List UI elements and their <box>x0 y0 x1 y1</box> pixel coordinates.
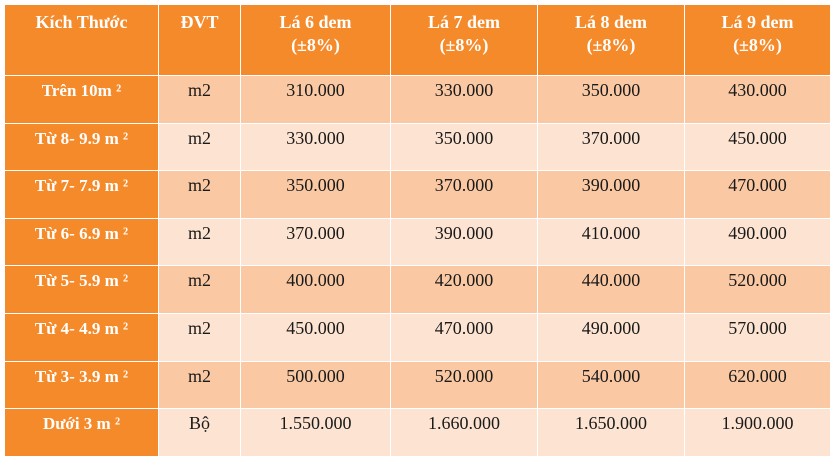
price-cell: 440.000 <box>537 265 685 314</box>
row-size-label: Từ 5- 5.9 m ² <box>4 265 159 314</box>
row-size-label: Từ 6- 6.9 m ² <box>4 217 159 267</box>
price-cell: 470.000 <box>390 312 538 362</box>
price-cell: 1.550.000 <box>240 408 391 457</box>
price-cell: 350.000 <box>390 122 538 172</box>
header-col-2-line1: Lá 7 dem <box>428 12 500 32</box>
price-cell: 310.000 <box>240 75 391 124</box>
header-col-3-line2: (±8%) <box>586 35 636 55</box>
header-col-1-line2: (±8%) <box>291 35 340 55</box>
table-row: Từ 5- 5.9 m ² m2 400.000 420.000 440.000… <box>4 265 831 314</box>
price-cell: 390.000 <box>390 217 538 267</box>
price-cell: 490.000 <box>684 217 831 267</box>
row-size-label: Từ 3- 3.9 m ² <box>4 360 159 410</box>
price-cell: 500.000 <box>240 360 391 410</box>
price-cell: 570.000 <box>684 312 831 362</box>
price-cell: 470.000 <box>684 170 831 219</box>
price-cell: 430.000 <box>684 75 831 124</box>
table-row: Dưới 3 m ² Bộ 1.550.000 1.660.000 1.650.… <box>4 408 831 457</box>
row-size-label: Từ 7- 7.9 m ² <box>4 170 159 219</box>
price-cell: 1.650.000 <box>537 408 685 457</box>
price-cell: 450.000 <box>240 312 391 362</box>
price-cell: 540.000 <box>537 360 685 410</box>
header-row: Kích Thước ĐVT Lá 6 dem (±8%) Lá 7 dem (… <box>4 4 831 76</box>
price-cell: 520.000 <box>684 265 831 314</box>
row-size-label: Dưới 3 m ² <box>4 408 159 457</box>
price-cell: 370.000 <box>240 217 391 267</box>
row-size-label: Từ 4- 4.9 m ² <box>4 312 159 362</box>
price-table: Kích Thước ĐVT Lá 6 dem (±8%) Lá 7 dem (… <box>4 4 831 457</box>
price-cell: 1.900.000 <box>684 408 831 457</box>
table-row: Từ 8- 9.9 m ² m2 330.000 350.000 370.000… <box>4 122 831 172</box>
row-size-label: Trên 10m ² <box>4 75 159 124</box>
table-row: Từ 3- 3.9 m ² m2 500.000 520.000 540.000… <box>4 360 831 410</box>
table-row: Từ 6- 6.9 m ² m2 370.000 390.000 410.000… <box>4 217 831 267</box>
price-cell: 620.000 <box>684 360 831 410</box>
price-cell: 410.000 <box>537 217 685 267</box>
table-row: Trên 10m ² m2 310.000 330.000 350.000 43… <box>4 75 831 124</box>
row-unit: m2 <box>158 75 241 124</box>
price-cell: 490.000 <box>537 312 685 362</box>
table-row: Từ 4- 4.9 m ² m2 450.000 470.000 490.000… <box>4 312 831 362</box>
row-unit: m2 <box>158 170 241 219</box>
header-col-4-line2: (±8%) <box>733 35 782 55</box>
header-col-1-line1: Lá 6 dem <box>279 12 352 32</box>
price-cell: 350.000 <box>240 170 391 219</box>
price-cell: 370.000 <box>390 170 538 219</box>
row-unit: Bộ <box>158 408 241 457</box>
row-unit: m2 <box>158 360 241 410</box>
price-cell: 350.000 <box>537 75 685 124</box>
header-col-2: Lá 7 dem (±8%) <box>390 4 538 76</box>
header-col-1: Lá 6 dem (±8%) <box>240 4 391 76</box>
price-cell: 390.000 <box>537 170 685 219</box>
header-col-4-line1: Lá 9 dem <box>721 12 794 32</box>
header-col-4: Lá 9 dem (±8%) <box>684 4 831 76</box>
row-unit: m2 <box>158 265 241 314</box>
price-cell: 330.000 <box>390 75 538 124</box>
header-unit: ĐVT <box>158 4 241 76</box>
row-unit: m2 <box>158 122 241 172</box>
header-col-3-line1: Lá 8 dem <box>575 12 647 32</box>
row-unit: m2 <box>158 217 241 267</box>
price-cell: 1.660.000 <box>390 408 538 457</box>
header-col-2-line2: (±8%) <box>439 35 489 55</box>
price-cell: 450.000 <box>684 122 831 172</box>
header-size: Kích Thước <box>4 4 159 76</box>
price-cell: 520.000 <box>390 360 538 410</box>
price-cell: 370.000 <box>537 122 685 172</box>
price-cell: 420.000 <box>390 265 538 314</box>
price-cell: 330.000 <box>240 122 391 172</box>
row-unit: m2 <box>158 312 241 362</box>
table-row: Từ 7- 7.9 m ² m2 350.000 370.000 390.000… <box>4 170 831 219</box>
header-col-3: Lá 8 dem (±8%) <box>537 4 685 76</box>
row-size-label: Từ 8- 9.9 m ² <box>4 122 159 172</box>
price-cell: 400.000 <box>240 265 391 314</box>
